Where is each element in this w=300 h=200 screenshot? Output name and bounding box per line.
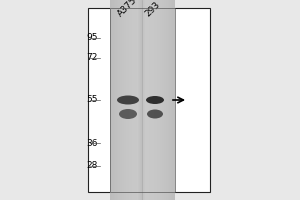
Bar <box>88 8 210 192</box>
Bar <box>110 8 175 192</box>
Text: 55: 55 <box>86 96 98 104</box>
Text: 95: 95 <box>86 33 98 43</box>
Text: 293: 293 <box>144 0 162 18</box>
Text: 36: 36 <box>86 138 98 148</box>
Ellipse shape <box>117 96 139 104</box>
Ellipse shape <box>119 109 137 119</box>
Text: 72: 72 <box>87 53 98 62</box>
Ellipse shape <box>146 96 164 104</box>
Ellipse shape <box>147 110 163 118</box>
Text: 28: 28 <box>87 162 98 170</box>
Text: A375: A375 <box>116 0 139 18</box>
